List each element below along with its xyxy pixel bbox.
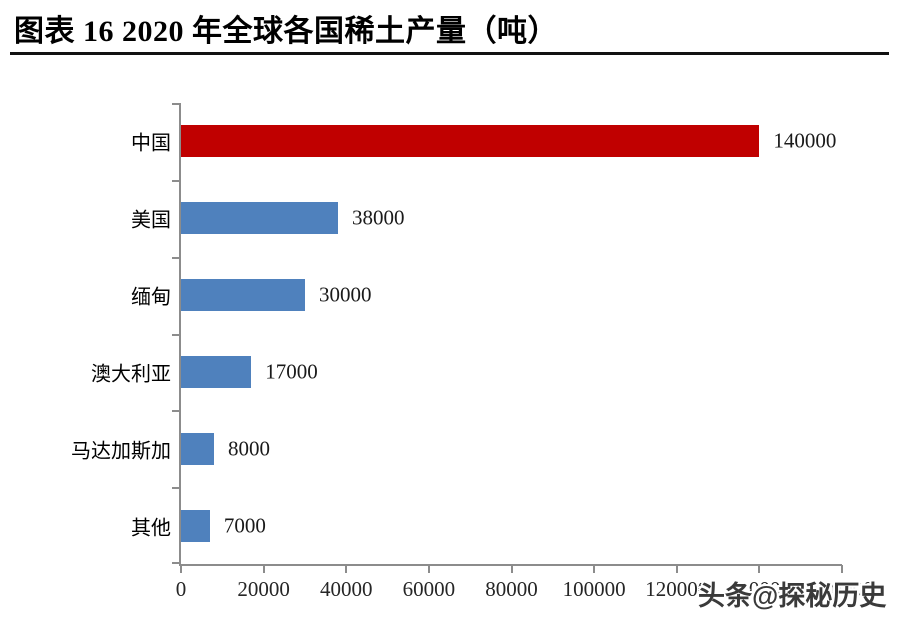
value-label: 17000 (265, 359, 318, 384)
x-axis-tick (427, 565, 430, 573)
category-label: 美国 (131, 209, 171, 232)
bar-row: 美国 38000 (131, 180, 842, 257)
bar-6 (181, 509, 210, 542)
x-axis-tick (510, 565, 513, 573)
x-tick-label: 120000 (645, 577, 709, 601)
y-axis-tick (172, 256, 180, 259)
bar-4 (181, 355, 252, 388)
value-label: 140000 (773, 128, 837, 153)
value-label: 30000 (318, 282, 372, 307)
value-label: 8000 (228, 436, 271, 461)
y-axis-tick (172, 103, 180, 105)
y-axis-tick (172, 410, 180, 413)
chart-title: 图表 16 2020 年全球各国稀土产量（吨） (14, 15, 558, 48)
bar-row: 马达加斯加 8000 (71, 410, 842, 487)
x-tick-label: 0 (175, 577, 187, 601)
x-axis-tick (262, 565, 265, 573)
watermark: 头条@探秘历史 (698, 581, 887, 611)
bar-row: 中国 140000 (131, 103, 842, 180)
bar-1 (181, 125, 760, 158)
bar-row: 其他 7000 (131, 487, 842, 564)
category-label: 澳大利亚 (91, 363, 171, 386)
value-label: 38000 (351, 205, 405, 230)
x-axis-tick (593, 565, 596, 573)
x-tick-label: 160000 (810, 577, 874, 601)
bar-row: 缅甸 30000 (131, 257, 842, 334)
x-axis-tick (841, 565, 843, 573)
y-axis-tick (172, 333, 180, 336)
category-label: 缅甸 (131, 286, 171, 309)
category-label: 马达加斯加 (71, 440, 171, 463)
y-axis-tick (172, 487, 180, 490)
y-axis-tick (172, 179, 180, 182)
x-tick-label: 60000 (402, 577, 456, 601)
x-tick-label: 140000 (727, 577, 791, 601)
x-tick-label: 40000 (320, 577, 373, 601)
bar-row: 澳大利亚 17000 (91, 334, 842, 411)
y-axis-line (179, 103, 181, 564)
y-axis-tick (172, 562, 180, 564)
value-label: 7000 (223, 513, 266, 538)
x-axis-tick (345, 565, 348, 573)
bar-chart: 中国 140000 美国 38000 缅甸 30000 澳大利亚 17000 马达加斯加 8000… (71, 103, 874, 601)
title-underline (10, 52, 889, 55)
x-axis-tick (758, 565, 761, 573)
bar-3 (181, 279, 305, 312)
category-label: 中国 (131, 132, 171, 155)
x-tick-label: 100000 (562, 577, 626, 601)
x-axis-tick (180, 565, 182, 573)
category-label: 其他 (131, 517, 171, 540)
x-axis-tick (675, 565, 678, 573)
bar-5 (181, 432, 215, 465)
x-tick-label: 80000 (485, 577, 538, 601)
x-tick-label: 20000 (237, 577, 290, 601)
bar-2 (181, 202, 338, 235)
